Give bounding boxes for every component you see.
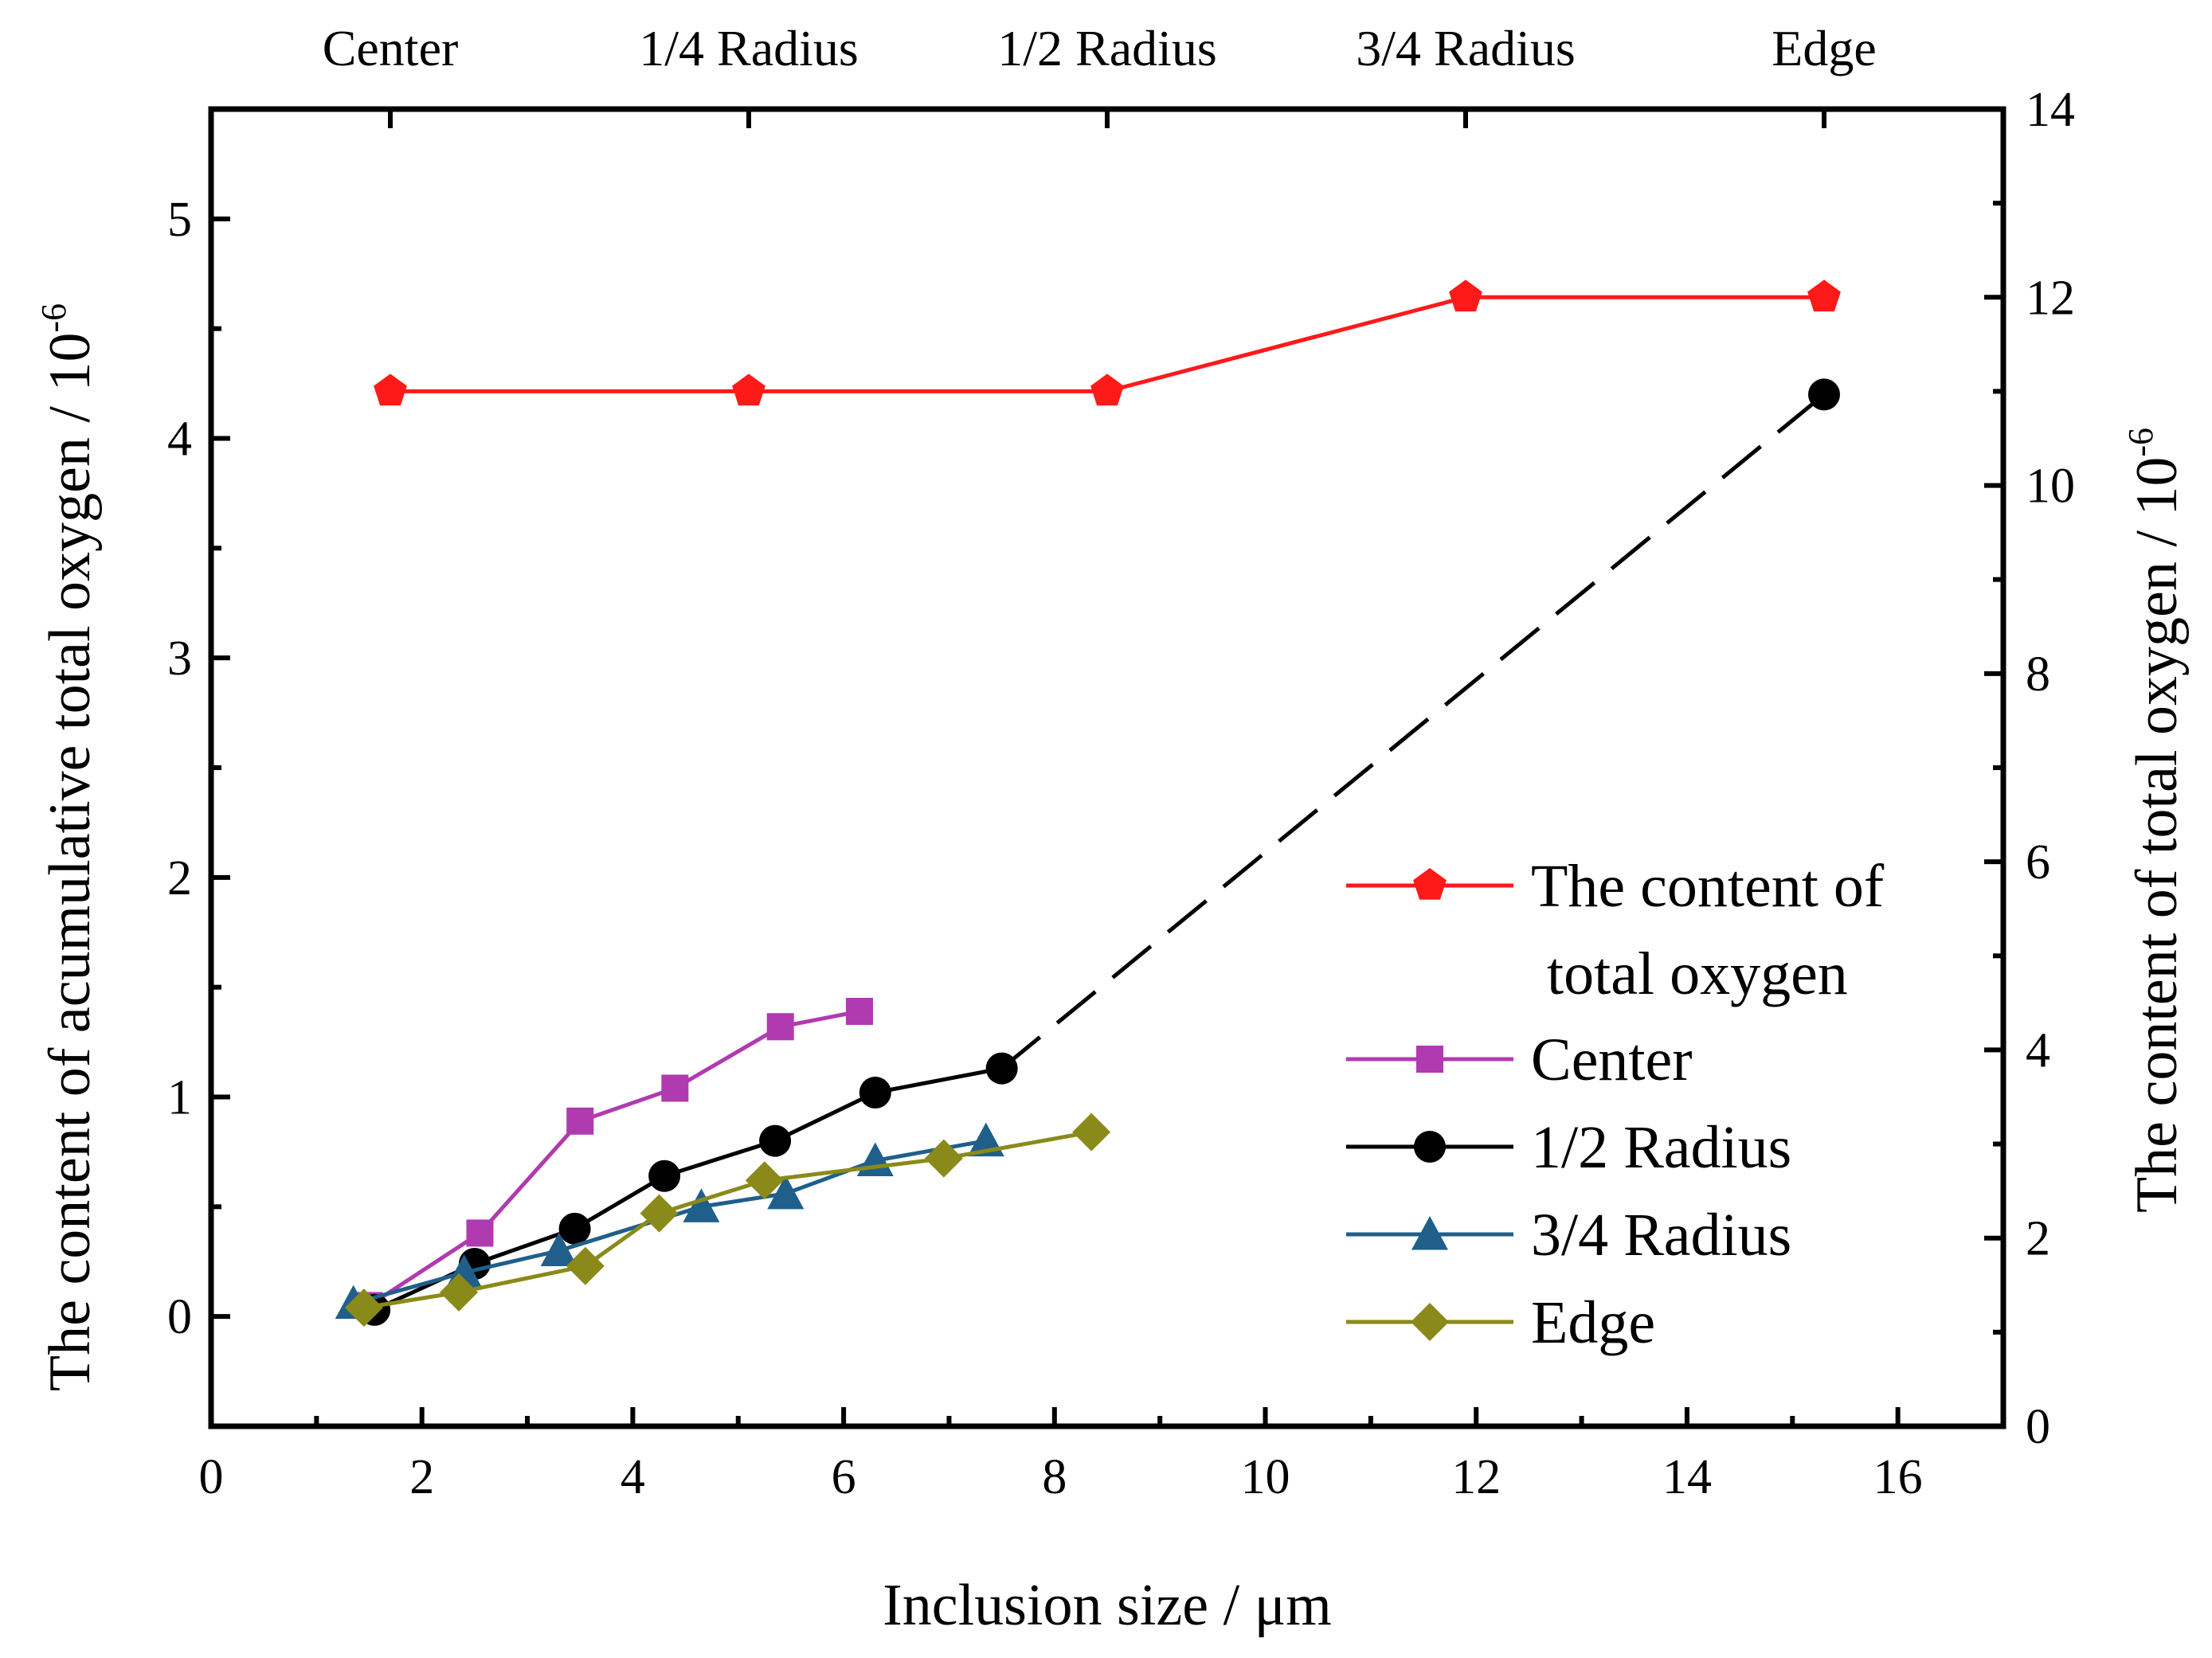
- square-marker: [661, 1074, 689, 1102]
- y-axis-right-title-text: The content of total oxygen / 10: [2124, 457, 2190, 1213]
- diamond-marker: [924, 1139, 963, 1178]
- circle-marker: [859, 1076, 891, 1109]
- legend-item: 3/4 Radius: [1346, 1202, 1791, 1269]
- y-axis-left-title-text: The content of acumulative total oxygen …: [37, 333, 103, 1392]
- pentagon-marker: [374, 373, 407, 406]
- y-right-tick-label: 12: [2026, 271, 2075, 325]
- y-left-tick-label: 5: [167, 193, 192, 247]
- y-axis-right-title: The content of total oxygen / 10-6: [2121, 428, 2190, 1213]
- y-left-tick-label: 3: [167, 632, 192, 686]
- legend-item: Edge: [1346, 1289, 1655, 1356]
- x-tick-label: 12: [1451, 1450, 1501, 1504]
- legend-label: Center: [1531, 1026, 1693, 1093]
- legend-label: The content of: [1531, 853, 1885, 920]
- top-category-label: 1/2 Radius: [997, 20, 1217, 76]
- diamond-marker: [640, 1194, 679, 1233]
- diamond-marker: [745, 1161, 784, 1200]
- square-marker: [466, 1219, 494, 1247]
- series-center: [355, 997, 873, 1320]
- square-marker: [845, 997, 873, 1025]
- series-edge: [344, 1113, 1111, 1328]
- y-right-tick-label: 2: [2026, 1212, 2050, 1266]
- top-category-label: Center: [323, 20, 459, 76]
- x-tick-label: 6: [832, 1450, 856, 1504]
- legend-label: 1/2 Radius: [1531, 1114, 1791, 1181]
- series-line: [368, 1009, 860, 1308]
- circle-marker: [1808, 378, 1840, 411]
- pentagon-marker: [732, 373, 765, 406]
- y-axis-left-title-group: The content of acumulative total oxygen …: [34, 303, 103, 1391]
- diamond-marker: [440, 1273, 479, 1312]
- square-marker: [766, 1013, 794, 1041]
- top-category-label: 3/4 Radius: [1356, 20, 1576, 76]
- x-tick-label: 8: [1042, 1450, 1067, 1504]
- y-axis-right-title-exponent: -6: [2121, 428, 2160, 457]
- y-axis-left-title-exponent: -6: [34, 303, 73, 333]
- diamond-marker: [1072, 1113, 1111, 1152]
- circle-marker: [759, 1124, 792, 1157]
- y-right-tick-label: 0: [2026, 1400, 2050, 1454]
- triangle-marker: [683, 1188, 720, 1222]
- circle-marker: [1414, 1131, 1446, 1163]
- x-tick-label: 4: [621, 1450, 645, 1504]
- top-category-label: Edge: [1772, 20, 1877, 76]
- top-category-label: 1/4 Radius: [639, 20, 859, 76]
- pentagon-marker: [1090, 373, 1124, 406]
- y-right-tick-label: 4: [2026, 1023, 2050, 1077]
- y-right-tick-label: 10: [2026, 459, 2075, 514]
- x-tick-label: 10: [1241, 1450, 1290, 1504]
- circle-marker: [648, 1159, 681, 1192]
- pentagon-marker: [1413, 868, 1447, 900]
- top-category-labels: Center 1/4 Radius 1/2 Radius 3/4 Radius Edge: [323, 20, 1877, 128]
- legend-label: Edge: [1531, 1289, 1655, 1356]
- legend-label: 3/4 Radius: [1531, 1202, 1791, 1269]
- legend-item: The content of total oxygen: [1346, 853, 1885, 1007]
- data-series: [335, 280, 1841, 1328]
- x-axis-title: Inclusion size / μm: [883, 1573, 1332, 1638]
- diamond-marker: [566, 1246, 605, 1285]
- x-tick-label: 0: [199, 1450, 224, 1504]
- legend-item: 1/2 Radius: [1346, 1114, 1791, 1181]
- triangle-marker: [767, 1175, 805, 1210]
- pentagon-marker: [1807, 280, 1841, 312]
- x-tick-label: 16: [1873, 1450, 1923, 1504]
- x-tick-label: 14: [1662, 1450, 1712, 1504]
- legend-label: total oxygen: [1547, 940, 1848, 1007]
- pentagon-marker: [1449, 280, 1482, 312]
- x-tick-label: 2: [409, 1450, 434, 1504]
- triangle-marker: [1411, 1216, 1448, 1250]
- y-left-tick-label: 0: [167, 1290, 192, 1344]
- diamond-marker: [344, 1288, 383, 1328]
- y-left-tick-label: 2: [167, 851, 192, 905]
- series-the-content-of-total-oxygen: [374, 280, 1841, 406]
- circle-marker: [558, 1212, 591, 1245]
- y-right-tick-label: 14: [2026, 83, 2075, 137]
- triangle-marker: [540, 1232, 577, 1267]
- circle-marker: [985, 1052, 1018, 1085]
- square-marker: [1416, 1046, 1443, 1073]
- y-right-tick-label: 8: [2026, 647, 2050, 702]
- y-axis-right-title-group: The content of total oxygen / 10-6: [2121, 428, 2190, 1213]
- legend: The content of total oxygen Center 1/2 Radi…: [1346, 853, 1885, 1356]
- y-left-tick-label: 1: [167, 1071, 192, 1125]
- y-left-tick-label: 4: [167, 413, 192, 467]
- y-right-tick-label: 6: [2026, 835, 2050, 890]
- series-dashed-extension: [1000, 393, 1826, 1070]
- square-marker: [566, 1107, 594, 1135]
- legend-item: Center: [1346, 1026, 1693, 1093]
- diamond-marker: [1411, 1303, 1449, 1341]
- y-axis-left-title: The content of acumulative total oxygen …: [34, 303, 103, 1391]
